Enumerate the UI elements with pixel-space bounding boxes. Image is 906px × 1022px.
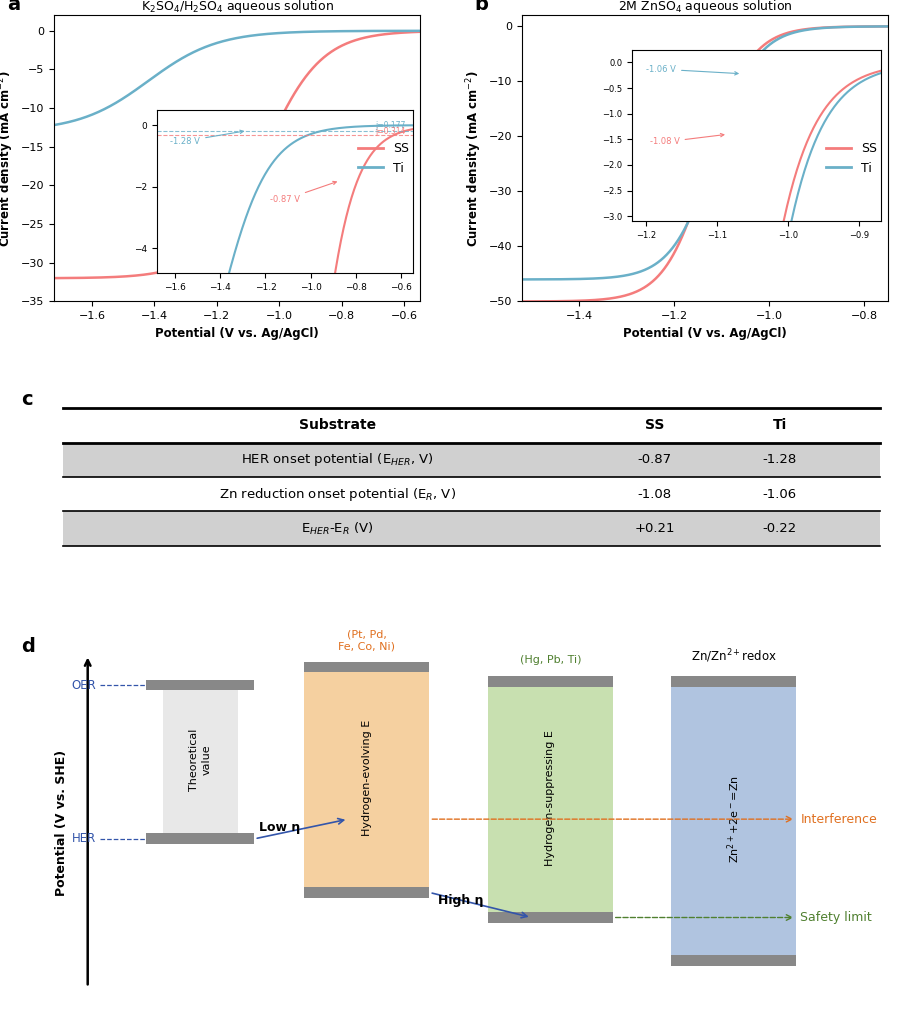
SS (516, 295, 527, 308)
Text: E$_{HER}$-E$_R$ (V): E$_{HER}$-E$_R$ (V) (302, 520, 374, 537)
Bar (304, 672, 429, 887)
SS (715, 119, 726, 131)
Bar (63, 511, 880, 546)
Ti (266, 28, 277, 40)
Legend: SS, Ti: SS, Ti (821, 137, 882, 180)
Bar (487, 913, 612, 923)
Bar (671, 956, 796, 966)
Text: Low η: Low η (259, 821, 300, 834)
Text: Interference: Interference (800, 812, 877, 826)
Text: High η: High η (439, 894, 484, 908)
Line: Ti: Ti (522, 27, 888, 279)
SS (406, 26, 417, 38)
Text: SS: SS (645, 418, 664, 432)
Text: Hydrogen-evolving E: Hydrogen-evolving E (361, 719, 372, 836)
Text: (Pt, Pd,
Fe, Co, Ni): (Pt, Pd, Fe, Co, Ni) (339, 630, 395, 651)
Ti (406, 25, 417, 37)
Line: SS: SS (522, 27, 888, 301)
Text: c: c (21, 389, 33, 409)
Ti (415, 25, 426, 37)
SS (246, 173, 257, 185)
Bar (671, 687, 796, 956)
Y-axis label: Current density (mA cm$^{-2}$): Current density (mA cm$^{-2}$) (464, 71, 484, 246)
Ti (516, 273, 527, 285)
Text: Safety limit: Safety limit (800, 911, 872, 924)
X-axis label: Potential (V vs. Ag/AgCl): Potential (V vs. Ag/AgCl) (623, 327, 787, 339)
Bar (304, 887, 429, 898)
SS (225, 214, 236, 226)
Text: OER: OER (72, 679, 96, 692)
SS (873, 20, 884, 33)
Text: HER onset potential (E$_{HER}$, V): HER onset potential (E$_{HER}$, V) (241, 452, 434, 468)
Y-axis label: Current density (mA cm$^{-2}$): Current density (mA cm$^{-2}$) (0, 71, 15, 246)
Bar (146, 680, 255, 691)
Text: b: b (475, 0, 488, 13)
Text: -0.22: -0.22 (762, 522, 796, 535)
Bar (487, 677, 612, 687)
Ti (715, 131, 726, 143)
SS (349, 35, 360, 47)
Bar (304, 662, 429, 672)
Bar (671, 677, 796, 687)
SS (882, 20, 893, 33)
Text: -1.06: -1.06 (763, 487, 796, 501)
Ti (349, 25, 360, 37)
Bar (163, 691, 237, 834)
Ti (49, 119, 60, 131)
Text: HER: HER (72, 832, 96, 845)
SS (693, 187, 704, 199)
Legend: SS, Ti: SS, Ti (352, 137, 414, 180)
Text: Potential (V vs. SHE): Potential (V vs. SHE) (54, 750, 68, 896)
Text: Substrate: Substrate (299, 418, 376, 432)
SS (266, 131, 277, 143)
SS (415, 26, 426, 38)
Text: -1.28: -1.28 (762, 454, 796, 466)
Ti (882, 20, 893, 33)
Title: K$_2$SO$_4$/H$_2$SO$_4$ aqueous solution: K$_2$SO$_4$/H$_2$SO$_4$ aqueous solution (140, 0, 333, 14)
SS (223, 218, 234, 230)
Text: (Hg, Pb, Ti): (Hg, Pb, Ti) (519, 655, 581, 665)
Text: -1.08: -1.08 (638, 487, 671, 501)
Text: Theoretical
value: Theoretical value (188, 729, 212, 791)
Ti (223, 34, 234, 46)
SS (690, 194, 701, 206)
Line: Ti: Ti (54, 31, 420, 125)
Ti (246, 30, 257, 42)
Bar (487, 687, 612, 913)
Title: 2M ZnSO$_4$ aqueous solution: 2M ZnSO$_4$ aqueous solution (618, 0, 793, 14)
Bar (63, 443, 880, 477)
Ti (816, 21, 827, 34)
Text: -0.87: -0.87 (638, 454, 671, 466)
Text: a: a (7, 0, 20, 13)
Ti (690, 198, 701, 211)
SS (816, 21, 827, 34)
Text: d: d (21, 637, 35, 656)
Ti (693, 193, 704, 205)
Bar (146, 834, 255, 844)
Line: SS: SS (54, 32, 420, 278)
Text: +0.21: +0.21 (634, 522, 675, 535)
Text: Zn$^{2+}$+2e$^-$=Zn: Zn$^{2+}$+2e$^-$=Zn (726, 776, 742, 864)
SS (735, 71, 746, 83)
Text: Zn reduction onset potential (E$_R$, V): Zn reduction onset potential (E$_R$, V) (219, 485, 457, 503)
Ti (735, 80, 746, 92)
Text: Hydrogen-suppressing E: Hydrogen-suppressing E (545, 730, 555, 866)
Ti (225, 34, 236, 46)
Text: Zn/Zn$^{2+}$redox: Zn/Zn$^{2+}$redox (690, 648, 776, 665)
Text: Ti: Ti (773, 418, 786, 432)
X-axis label: Potential (V vs. Ag/AgCl): Potential (V vs. Ag/AgCl) (155, 327, 319, 339)
Ti (873, 20, 884, 33)
SS (49, 272, 60, 284)
